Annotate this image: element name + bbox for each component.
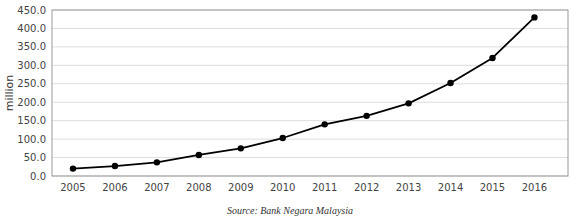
point [112, 163, 118, 169]
grid-line [52, 139, 568, 140]
y-tick-label: 0.0 [30, 171, 46, 182]
grid-line [52, 65, 568, 66]
grid-line [52, 28, 568, 29]
point [531, 14, 537, 20]
plot-frame [52, 10, 568, 176]
x-tick-label: 2016 [522, 182, 547, 193]
x-tick-label: 2010 [270, 182, 295, 193]
y-tick-label: 450.0 [17, 5, 46, 16]
point [363, 113, 369, 119]
point [280, 135, 286, 141]
source-note: Source: Bank Negara Malaysia [227, 205, 353, 216]
point [196, 152, 202, 158]
x-tick-label: 2014 [438, 182, 463, 193]
grid [52, 10, 568, 176]
x-tick-label: 2013 [396, 182, 421, 193]
x-tick-label: 2007 [144, 182, 169, 193]
line [73, 17, 534, 168]
grid-line [52, 83, 568, 84]
point [70, 165, 76, 171]
grid-line [52, 157, 568, 158]
point [447, 80, 453, 86]
point [154, 159, 160, 165]
x-tick-label: 2011 [312, 182, 337, 193]
point [489, 55, 495, 61]
series [70, 14, 538, 172]
chart: 0.0 50.0 100.0 150.0 200.0 250.0 300.0 350.0 400… [0, 0, 580, 222]
x-tick-label: 2015 [480, 182, 505, 193]
x-tick-label: 2006 [102, 182, 127, 193]
point [405, 100, 411, 106]
y-tick-label: 250.0 [17, 78, 46, 89]
y-tick-label: 150.0 [17, 115, 46, 126]
x-tick-label: 2009 [228, 182, 253, 193]
y-tick-label: 50.0 [24, 152, 46, 163]
y-tick-label: 300.0 [17, 60, 46, 71]
x-tick-label: 2008 [186, 182, 211, 193]
point [238, 145, 244, 151]
y-tick-label: 350.0 [17, 41, 46, 52]
y-axis-label: million [3, 75, 16, 112]
x-tick-label: 2005 [60, 182, 85, 193]
grid-line [52, 120, 568, 121]
y-tick-label: 200.0 [17, 97, 46, 108]
grid-line [52, 46, 568, 47]
point [321, 121, 327, 127]
y-tick-label: 100.0 [17, 134, 46, 145]
y-tick-label: 400.0 [17, 23, 46, 34]
x-tick-label: 2012 [354, 182, 379, 193]
grid-line [52, 102, 568, 103]
